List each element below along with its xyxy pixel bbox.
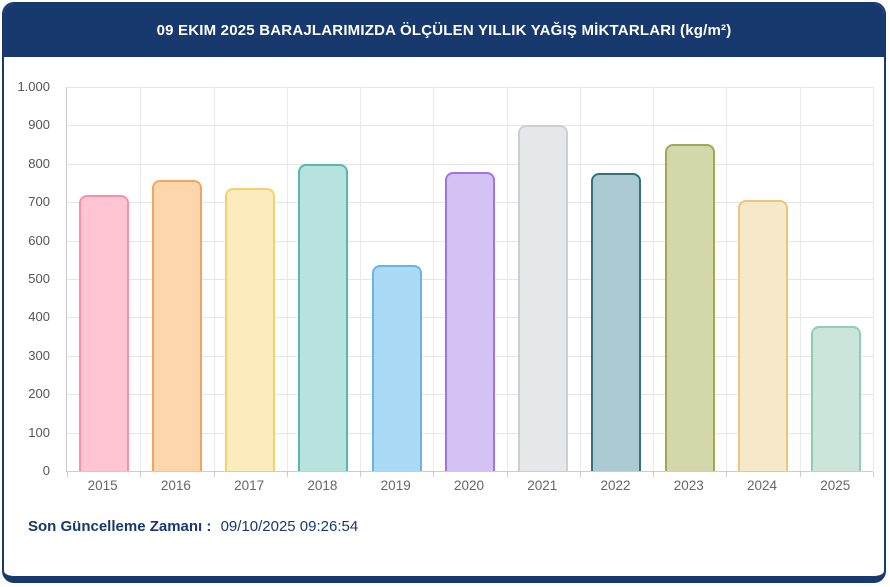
bar-2024	[738, 199, 789, 471]
x-axis-tick	[140, 472, 142, 477]
gridline-v	[433, 87, 435, 471]
x-axis-label-2016: 2016	[160, 478, 191, 493]
bar-2018	[298, 163, 349, 471]
bar-chart: 2015 2016 2017 2018 2019 2020 2021 2022 2023 2024…	[4, 57, 884, 517]
last-update-line: Son Güncelleme Zamanı : 09/10/2025 09:26…	[28, 518, 358, 535]
gridline-h	[67, 163, 873, 165]
bar-2023	[664, 143, 715, 471]
bar-2021	[518, 125, 569, 471]
last-update-label: Son Güncelleme Zamanı :	[28, 518, 212, 535]
bar-slot-2020	[433, 87, 506, 471]
bar-slot-2025	[800, 87, 873, 471]
gridline-v	[579, 87, 581, 471]
last-update-time: 09/10/2025 09:26:54	[220, 518, 359, 535]
bar-slot-2016	[140, 87, 213, 471]
x-axis-label-2024: 2024	[747, 478, 778, 493]
bar-slot-2023	[653, 87, 726, 471]
x-axis-tick	[286, 472, 288, 477]
bar-slot-2019	[360, 87, 433, 471]
x-axis-tick	[433, 472, 435, 477]
y-axis-tick-label: 200	[28, 386, 50, 402]
bar-2015	[78, 194, 129, 471]
gridline-v	[726, 87, 728, 471]
x-axis-tick	[67, 472, 68, 477]
y-axis-tick-label: 700	[28, 194, 50, 210]
gridline-v	[799, 87, 801, 471]
x-axis-tick	[726, 472, 728, 477]
bar-2017	[225, 188, 276, 471]
bar-2019	[371, 265, 422, 471]
bar-2025	[811, 325, 862, 471]
x-axis-tick	[506, 472, 508, 477]
x-axis-tick	[213, 472, 215, 477]
header-bar: 09 EKIM 2025 BARAJLARIMIZDA ÖLÇÜLEN YILL…	[4, 4, 884, 57]
gridline-h	[67, 125, 873, 127]
x-axis-tick	[360, 472, 362, 477]
x-axis-labels: 2015 2016 2017 2018 2019 2020 2021 2022 2023 2024…	[66, 478, 872, 493]
y-axis-tick-label: 0	[42, 463, 50, 478]
x-axis-label-2025: 2025	[820, 478, 851, 493]
bar-2022	[591, 173, 642, 471]
x-axis-tick	[873, 472, 874, 477]
bar-slot-2017	[214, 87, 287, 471]
y-axis-tick-label: 500	[28, 271, 50, 286]
bar-slot-2022	[580, 87, 653, 471]
bar-slot-2024	[726, 87, 799, 471]
y-axis-tick-label: 900	[28, 117, 50, 133]
chart-title: 09 EKIM 2025 BARAJLARIMIZDA ÖLÇÜLEN YILL…	[156, 22, 732, 39]
bar-slot-2021	[507, 87, 580, 471]
bar-slot-2018	[287, 87, 360, 471]
x-axis-tick	[653, 472, 655, 477]
bar-slots	[67, 87, 873, 471]
plot-area	[66, 87, 874, 477]
y-axis-tick-label: 300	[28, 347, 50, 363]
y-axis-tick-label: 100	[28, 424, 50, 440]
y-axis-tick-label: 600	[28, 232, 50, 248]
bar-2020	[444, 171, 495, 471]
y-axis-tick-label: 800	[28, 155, 50, 171]
gridline-h	[67, 87, 873, 88]
x-axis-label-2019: 2019	[380, 478, 411, 493]
x-axis-tick	[579, 472, 581, 477]
x-axis-label-2015: 2015	[87, 478, 118, 493]
gridline-v	[286, 87, 288, 471]
gridline-v	[506, 87, 508, 471]
gridline-v	[140, 87, 142, 471]
x-axis-label-2018: 2018	[307, 478, 338, 493]
x-axis-tick	[799, 472, 801, 477]
bar-2016	[151, 180, 202, 471]
gridline-v	[653, 87, 655, 471]
y-axis-tick-label: 1.000	[17, 79, 50, 94]
x-axis-label-2021: 2021	[527, 478, 558, 493]
gridline-v	[213, 87, 215, 471]
x-axis-label-2020: 2020	[453, 478, 484, 493]
x-axis-label-2017: 2017	[234, 478, 265, 493]
bar-slot-2015	[67, 87, 140, 471]
gridline-v	[873, 87, 874, 471]
x-axis-label-2023: 2023	[673, 478, 704, 493]
gridline-v	[360, 87, 362, 471]
x-axis-label-2022: 2022	[600, 478, 631, 493]
y-axis-tick-label: 400	[28, 309, 50, 325]
